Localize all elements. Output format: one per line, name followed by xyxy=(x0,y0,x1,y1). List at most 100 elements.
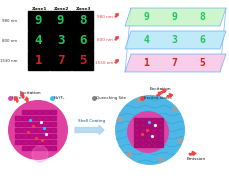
Bar xyxy=(145,123,150,127)
Bar xyxy=(139,123,144,127)
Bar xyxy=(72,51,93,70)
Bar xyxy=(158,123,163,127)
Text: Excitation: Excitation xyxy=(19,91,41,95)
Text: 980 nm: 980 nm xyxy=(97,15,113,19)
Text: 9: 9 xyxy=(57,14,64,27)
Bar xyxy=(28,31,49,50)
Polygon shape xyxy=(21,92,24,98)
Bar xyxy=(50,11,71,30)
Bar xyxy=(15,116,21,120)
Bar xyxy=(152,118,156,122)
Circle shape xyxy=(127,111,169,153)
Text: Emission: Emission xyxy=(187,157,206,161)
Circle shape xyxy=(127,152,132,157)
Text: 1530 nm: 1530 nm xyxy=(95,61,113,65)
Bar xyxy=(29,140,35,144)
Bar xyxy=(29,134,35,138)
Bar xyxy=(50,140,56,144)
Bar xyxy=(36,146,42,150)
Bar xyxy=(43,116,49,120)
Text: Zone1: Zone1 xyxy=(31,7,47,11)
Bar xyxy=(134,123,139,127)
Bar xyxy=(145,138,150,142)
Polygon shape xyxy=(115,14,119,17)
Bar xyxy=(36,110,42,114)
Text: 7: 7 xyxy=(57,54,64,67)
Bar xyxy=(50,146,56,150)
Text: 4: 4 xyxy=(143,35,149,45)
Bar xyxy=(43,146,49,150)
Bar xyxy=(145,128,150,132)
Circle shape xyxy=(136,98,142,102)
Bar xyxy=(15,134,21,138)
Polygon shape xyxy=(115,60,119,63)
Bar xyxy=(22,110,28,114)
Polygon shape xyxy=(125,31,226,49)
Bar xyxy=(43,128,49,132)
FancyArrow shape xyxy=(75,125,104,135)
Text: Zone2: Zone2 xyxy=(53,7,69,11)
Polygon shape xyxy=(167,94,173,97)
Polygon shape xyxy=(14,97,18,102)
Text: 8: 8 xyxy=(79,14,86,27)
Text: Zone3: Zone3 xyxy=(75,7,91,11)
Bar xyxy=(134,133,139,137)
Bar xyxy=(50,51,71,70)
Bar xyxy=(134,143,139,147)
Bar xyxy=(158,118,163,122)
Bar xyxy=(134,118,139,122)
Bar xyxy=(50,128,56,132)
Text: 800 nm: 800 nm xyxy=(97,38,113,42)
Bar xyxy=(29,110,35,114)
Bar xyxy=(139,143,144,147)
Bar xyxy=(50,110,56,114)
Bar xyxy=(36,140,42,144)
Text: 1: 1 xyxy=(35,54,42,67)
Bar xyxy=(134,138,139,142)
Text: 6: 6 xyxy=(79,34,86,47)
Text: 980 nm: 980 nm xyxy=(2,19,17,23)
Text: 4: 4 xyxy=(35,34,42,47)
Bar xyxy=(50,116,56,120)
Circle shape xyxy=(115,95,185,165)
Bar xyxy=(43,122,49,126)
Bar xyxy=(43,134,49,138)
Bar xyxy=(22,146,28,150)
Text: NaYF₄: NaYF₄ xyxy=(54,96,65,100)
Bar xyxy=(29,122,35,126)
Bar xyxy=(158,128,163,132)
Bar xyxy=(50,31,71,50)
Bar xyxy=(152,138,156,142)
Text: 3: 3 xyxy=(57,34,64,47)
Bar xyxy=(15,128,21,132)
Bar xyxy=(152,128,156,132)
Bar xyxy=(72,31,93,50)
Bar xyxy=(29,146,35,150)
Bar xyxy=(15,122,21,126)
Text: 9: 9 xyxy=(171,12,177,22)
Bar xyxy=(158,143,163,147)
Polygon shape xyxy=(125,8,226,26)
Text: 1530 nm: 1530 nm xyxy=(0,59,17,63)
Text: 3: 3 xyxy=(171,35,177,45)
Bar xyxy=(15,140,21,144)
Circle shape xyxy=(117,117,123,122)
Bar xyxy=(158,138,163,142)
Polygon shape xyxy=(157,92,162,96)
Bar xyxy=(22,128,28,132)
Bar xyxy=(22,116,28,120)
Text: NaErF₄: NaErF₄ xyxy=(12,96,25,100)
Circle shape xyxy=(177,139,183,143)
Polygon shape xyxy=(25,97,28,103)
Bar xyxy=(36,116,42,120)
Circle shape xyxy=(32,146,48,162)
Text: 1: 1 xyxy=(143,58,149,68)
Bar xyxy=(139,138,144,142)
Bar xyxy=(36,122,42,126)
Text: 6: 6 xyxy=(199,35,205,45)
Text: 5: 5 xyxy=(79,54,86,67)
Bar xyxy=(36,134,42,138)
Bar xyxy=(139,128,144,132)
Text: 800 nm: 800 nm xyxy=(2,39,17,43)
Text: Quenching Site: Quenching Site xyxy=(96,96,126,100)
